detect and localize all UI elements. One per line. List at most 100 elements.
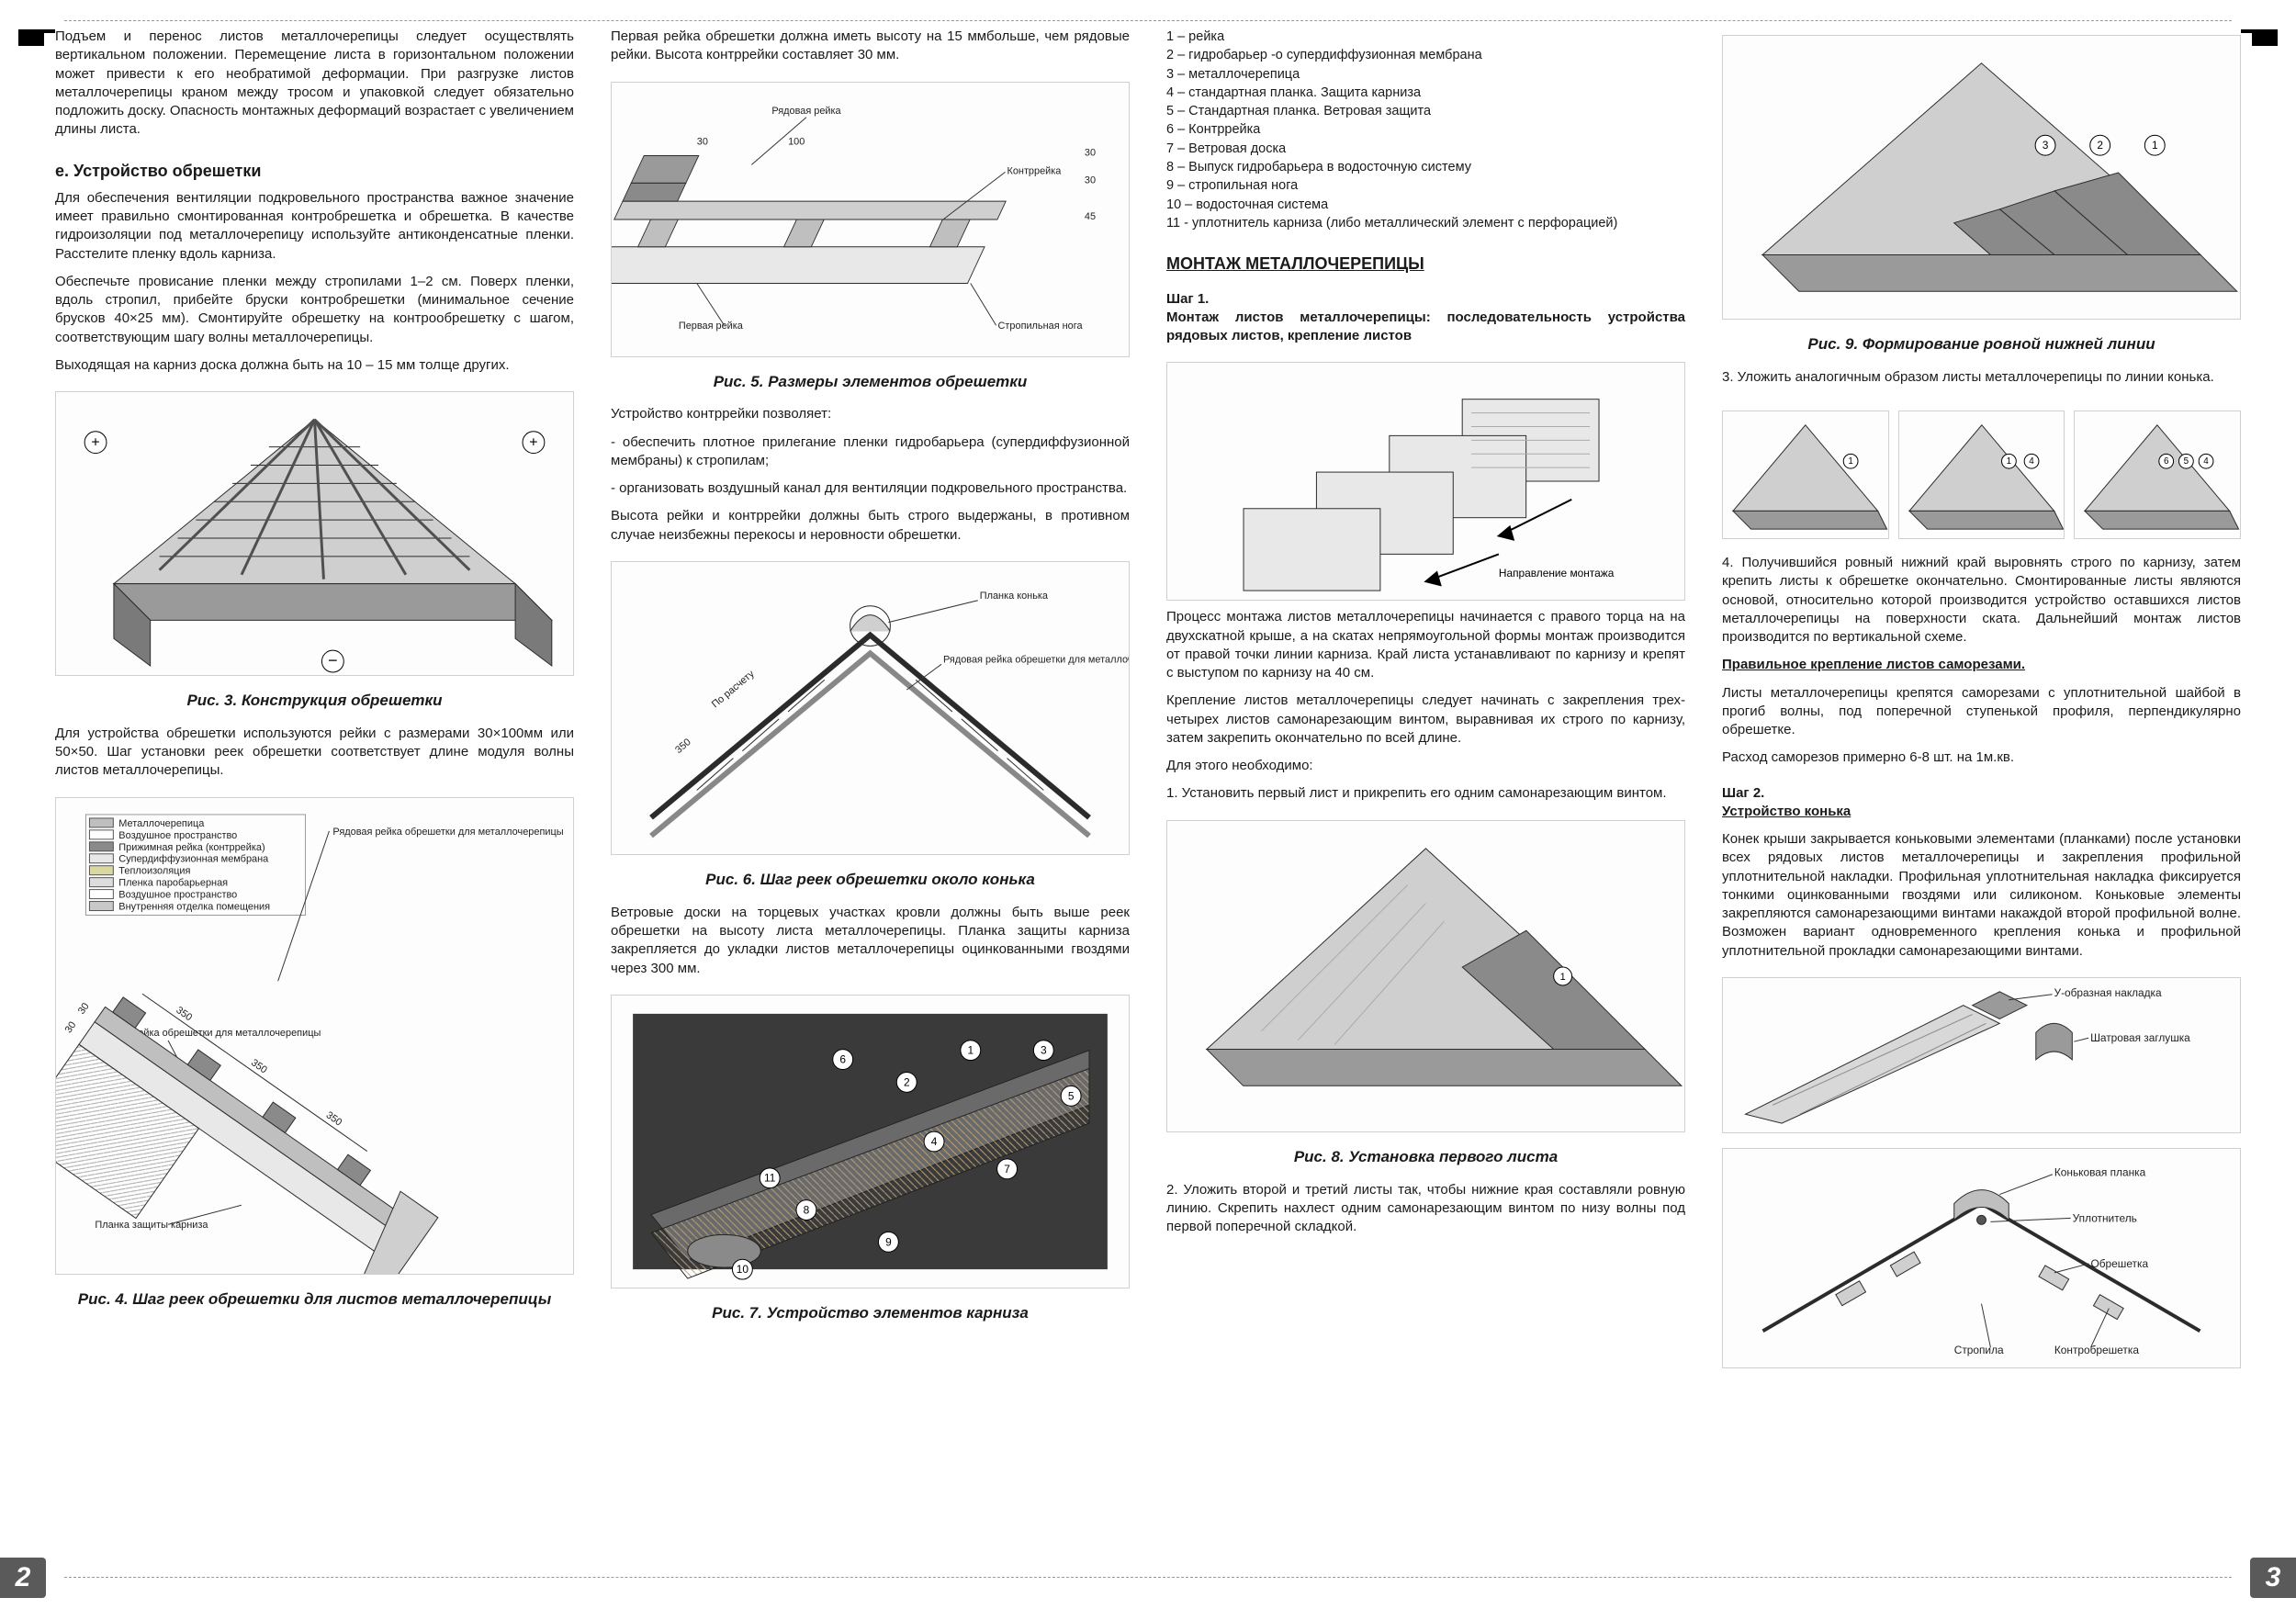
fig4-svg: Металлочерепица Воздушное пространство П…: [56, 798, 573, 1274]
svg-text:Металлочерепица: Металлочерепица: [118, 818, 205, 829]
c3-step1: Шаг 1.: [1166, 290, 1685, 309]
svg-text:6: 6: [839, 1052, 846, 1065]
figure-9: 3 2 1: [1722, 35, 2241, 320]
svg-text:9: 9: [885, 1235, 892, 1248]
svg-text:Обрешетка: Обрешетка: [2091, 1257, 2149, 1270]
fig6-svg: Планка конька Рядовая рейка обрешетки дл…: [612, 562, 1129, 854]
column-4: 3 2 1 Рис. 9. Формирование ровной нижней…: [1722, 28, 2241, 1536]
c4-p4: Расход саморезов примерно 6-8 шт. на 1м.…: [1722, 748, 2241, 767]
fig5-svg: Рядовая рейка Контррейка Первая рейка Ст…: [612, 83, 1129, 356]
c1-p5: Для устройства обрешетки используются ре…: [55, 725, 574, 781]
c1-p1: Подъем и перенос листов металлочерепицы …: [55, 28, 574, 140]
svg-text:1: 1: [1848, 456, 1852, 467]
figure-ridge-section: Коньковая планка Уплотнитель Обрешетка С…: [1722, 1148, 2241, 1368]
fig7-caption: Рис. 7. Устройство элементов карниза: [611, 1303, 1130, 1324]
mini-roof-3: 654: [2074, 411, 2241, 539]
svg-text:+: +: [529, 435, 537, 451]
figure-ridge-accessories: У-образная накладка Шатровая заглушка: [1722, 977, 2241, 1133]
c1-p2: Для обеспечения вентиляции подкровельног…: [55, 189, 574, 264]
corner-mark-tl: [18, 29, 55, 46]
svg-text:4: 4: [931, 1135, 938, 1148]
figure-4: Металлочерепица Воздушное пространство П…: [55, 797, 574, 1275]
c2-p3: Высота рейки и контррейки должны быть ст…: [611, 507, 1130, 545]
svg-text:3: 3: [2043, 139, 2049, 152]
svg-text:Теплоизоляция: Теплоизоляция: [118, 865, 190, 876]
fig3-svg: + + −: [56, 392, 573, 675]
fig9-svg: 3 2 1: [1723, 36, 2240, 319]
svg-text:Планка защиты карниза: Планка защиты карниза: [95, 1220, 208, 1231]
svg-text:2: 2: [904, 1075, 910, 1088]
svg-text:Коньковая планка: Коньковая планка: [2054, 1166, 2146, 1179]
svg-text:Рядовая рейка обрешетки для ме: Рядовая рейка обрешетки для металлочереп…: [332, 827, 563, 838]
svg-text:Прижимная рейка (контррейка): Прижимная рейка (контррейка): [118, 842, 264, 853]
c3-p5: 2. Уложить второй и третий листы так, чт…: [1166, 1181, 1685, 1237]
sheet-order-svg: Направление монтажа: [1167, 363, 1684, 600]
figure-sheet-order: Направление монтажа: [1166, 362, 1685, 601]
c3-p3: Для этого необходимо:: [1166, 757, 1685, 775]
svg-text:10: 10: [737, 1263, 749, 1276]
svg-text:7: 7: [1004, 1163, 1010, 1176]
svg-text:Стропильная нога: Стропильная нога: [998, 321, 1084, 332]
c2-p1: Первая рейка обрешетки должна иметь высо…: [611, 28, 1130, 65]
svg-text:30: 30: [1085, 147, 1096, 158]
c2-p2a: - обеспечить плотное прилегание пленки г…: [611, 433, 1130, 471]
svg-text:Контробрешетка: Контробрешетка: [2054, 1344, 2139, 1356]
c2-p2b: - организовать воздушный канал для венти…: [611, 479, 1130, 498]
c1-h1: е. Устройство обрешетки: [55, 160, 574, 182]
svg-text:4: 4: [2029, 456, 2034, 467]
svg-text:Воздушное пространство: Воздушное пространство: [118, 889, 237, 900]
svg-text:1: 1: [1560, 972, 1566, 983]
c3-step1b: Монтаж листов металлочерепицы: последова…: [1166, 309, 1685, 346]
svg-text:30: 30: [63, 1019, 79, 1035]
svg-text:По расчету: По расчету: [710, 668, 757, 710]
c4-p2: 4. Получившийся ровный нижний край выров…: [1722, 554, 2241, 647]
column-2: Первая рейка обрешетки должна иметь высо…: [611, 28, 1130, 1536]
svg-text:Рядовая рейка обрешетки для ме: Рядовая рейка обрешетки для металлочереп…: [943, 654, 1129, 665]
c4-p3: Листы металлочерепицы крепятся саморезам…: [1722, 684, 2241, 740]
svg-text:5: 5: [2184, 456, 2189, 467]
svg-text:1: 1: [2152, 139, 2158, 152]
c3-p4: 1. Установить первый лист и прикрепить е…: [1166, 784, 1685, 803]
column-3: 1 – рейка 2 – гидробарьер -о супердиффуз…: [1166, 28, 1685, 1536]
svg-text:1: 1: [2006, 456, 2010, 467]
svg-text:30: 30: [76, 1001, 92, 1017]
svg-text:У-образная накладка: У-образная накладка: [2054, 986, 2162, 999]
svg-text:Пленка паробарьерная: Пленка паробарьерная: [118, 877, 228, 888]
fig7-svg: 621 354 789 1011: [612, 996, 1129, 1288]
svg-text:Контррейка: Контррейка: [1007, 165, 1063, 176]
fig5-caption: Рис. 5. Размеры элементов обрешетки: [611, 372, 1130, 393]
svg-text:Шатровая заглушка: Шатровая заглушка: [2090, 1031, 2190, 1044]
c4-step2b: Устройство конька: [1722, 803, 2241, 821]
c3-p2: Крепление листов металлочерепицы следует…: [1166, 692, 1685, 748]
svg-text:8: 8: [804, 1203, 810, 1216]
figure-7: 621 354 789 1011: [611, 995, 1130, 1288]
header-rule: [64, 20, 2232, 21]
fig8-caption: Рис. 8. Установка первого листа: [1166, 1147, 1685, 1168]
fig4-caption: Рис. 4. Шаг реек обрешетки для листов ме…: [55, 1289, 574, 1311]
svg-text:3: 3: [1041, 1043, 1047, 1056]
svg-text:45: 45: [1085, 211, 1096, 222]
footer-rule: [64, 1577, 2232, 1578]
fig3-caption: Рис. 3. Конструкция обрешетки: [55, 691, 574, 712]
c4-h2: Правильное крепление листов саморезами.: [1722, 656, 2241, 674]
svg-text:350: 350: [174, 1005, 194, 1023]
svg-text:−: −: [328, 651, 337, 669]
svg-text:Уплотнитель: Уплотнитель: [2073, 1211, 2137, 1224]
svg-text:30: 30: [1085, 174, 1096, 186]
c3-h1: МОНТАЖ МЕТАЛЛОЧЕРЕПИЦЫ: [1166, 253, 1685, 275]
c2-p4: Ветровые доски на торцевых участках кров…: [611, 904, 1130, 978]
ridge-acc-svg: У-образная накладка Шатровая заглушка: [1723, 978, 2240, 1132]
fig7-legend: 1 – рейка 2 – гидробарьер -о супердиффуз…: [1166, 28, 1685, 232]
svg-text:4: 4: [2204, 456, 2210, 467]
page-number-left: 2: [0, 1558, 46, 1598]
svg-text:350: 350: [673, 737, 693, 756]
svg-text:+: +: [91, 435, 99, 451]
svg-text:1: 1: [968, 1043, 974, 1056]
svg-text:Внутренняя отделка помещения: Внутренняя отделка помещения: [118, 901, 270, 912]
svg-text:Супердиффузионная мембрана: Супердиффузионная мембрана: [118, 853, 269, 864]
svg-text:350: 350: [324, 1109, 344, 1128]
c4-p5: Конек крыши закрывается коньковыми элеме…: [1722, 830, 2241, 961]
c4-p1: 3. Уложить аналогичным образом листы мет…: [1722, 368, 2241, 387]
corner-mark-tr: [2241, 29, 2278, 46]
svg-text:Направление монтажа: Направление монтажа: [1499, 568, 1615, 580]
